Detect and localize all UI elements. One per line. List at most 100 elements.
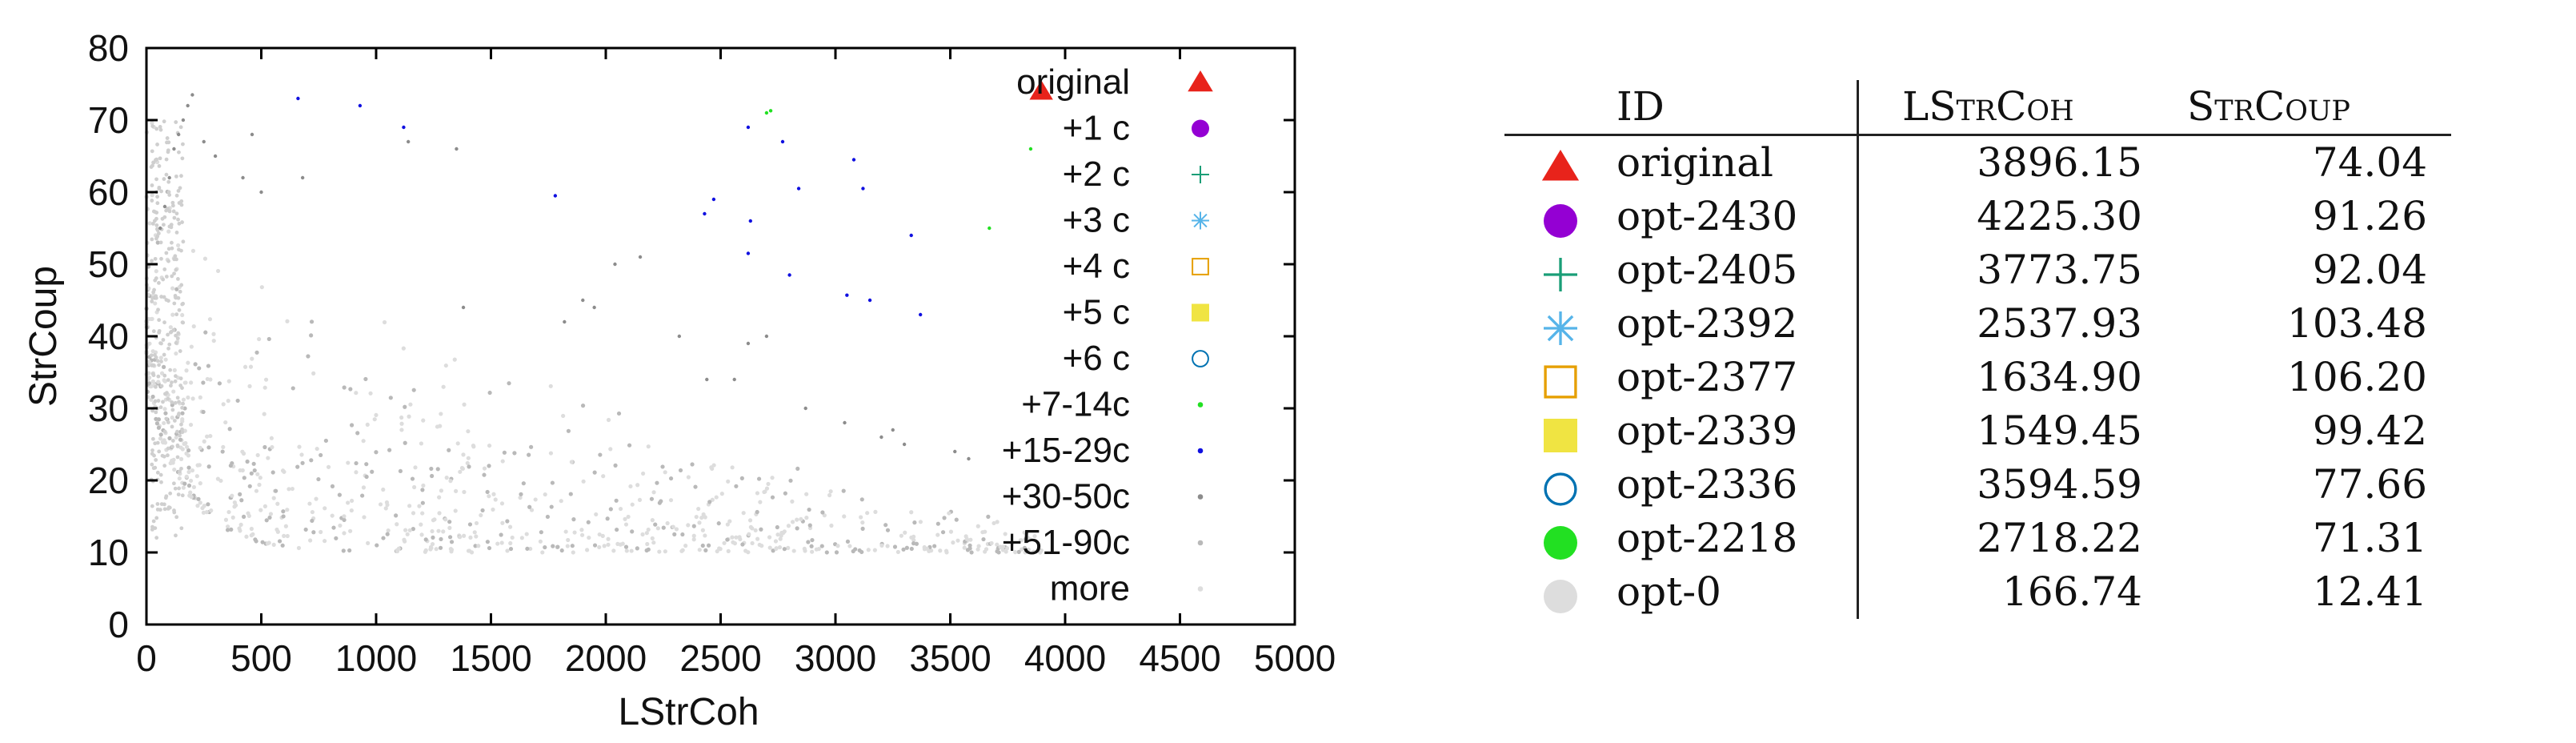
background-point xyxy=(176,277,180,281)
table-row: opt-2339 1549.45 99.42 xyxy=(1504,404,2451,458)
background-point xyxy=(438,545,443,550)
data-point xyxy=(711,197,716,202)
legend-marker xyxy=(1197,448,1204,454)
data-point xyxy=(186,103,190,108)
background-point xyxy=(175,443,180,448)
background-point xyxy=(207,317,213,322)
marker-shape xyxy=(1544,365,1577,399)
background-point xyxy=(347,548,352,553)
table-row: opt-2392 2537.93 103.48 xyxy=(1504,297,2451,351)
background-point xyxy=(911,534,916,539)
background-point xyxy=(151,160,156,165)
background-point xyxy=(570,544,575,548)
background-point xyxy=(264,518,269,523)
legend-label: +2 c xyxy=(1063,155,1130,194)
background-point xyxy=(512,451,517,456)
background-point xyxy=(690,462,695,467)
background-point xyxy=(179,199,184,203)
background-point xyxy=(331,525,336,530)
background-point xyxy=(680,548,685,552)
background-point xyxy=(983,529,988,534)
background-point xyxy=(430,528,435,534)
data-point xyxy=(296,96,300,101)
background-point xyxy=(154,516,159,520)
background-point xyxy=(885,528,891,532)
background-point xyxy=(375,543,379,548)
background-point xyxy=(175,455,180,460)
background-point xyxy=(381,487,386,492)
background-point xyxy=(170,246,174,251)
background-point xyxy=(181,401,186,406)
background-point xyxy=(166,247,171,251)
data-point xyxy=(638,255,643,259)
data-point xyxy=(902,442,907,447)
data-point xyxy=(845,293,849,297)
background-point xyxy=(565,544,570,548)
background-point xyxy=(962,545,967,550)
background-point xyxy=(641,471,646,476)
data-point xyxy=(677,334,682,339)
background-point xyxy=(706,543,711,548)
marker-shape xyxy=(1544,580,1577,613)
background-point xyxy=(954,517,959,522)
background-point xyxy=(600,533,605,538)
background-point xyxy=(790,499,795,504)
background-point xyxy=(153,301,158,306)
background-point xyxy=(150,316,154,321)
background-point xyxy=(709,465,714,470)
background-point xyxy=(449,548,455,552)
background-point xyxy=(281,514,286,519)
background-point xyxy=(659,499,663,504)
background-point xyxy=(401,346,406,351)
background-point xyxy=(597,532,602,537)
background-point xyxy=(548,384,553,388)
background-point xyxy=(366,540,371,545)
background-point xyxy=(529,444,534,449)
background-point xyxy=(297,444,302,449)
background-point xyxy=(727,519,732,524)
background-point xyxy=(502,450,507,455)
background-point xyxy=(173,486,178,491)
background-point xyxy=(645,541,650,547)
background-point xyxy=(158,405,163,410)
background-point xyxy=(153,353,157,357)
background-point xyxy=(299,452,304,457)
background-point xyxy=(661,525,666,530)
background-point xyxy=(159,384,164,388)
background-point xyxy=(660,464,665,469)
background-point xyxy=(605,516,610,521)
background-point xyxy=(179,203,184,207)
background-point xyxy=(411,527,415,532)
background-point xyxy=(146,381,152,386)
background-point xyxy=(342,531,347,536)
background-point xyxy=(348,528,353,533)
background-point xyxy=(170,400,174,404)
background-point xyxy=(176,413,181,417)
background-point xyxy=(166,259,170,263)
background-point xyxy=(580,404,586,408)
background-point xyxy=(179,422,183,427)
background-point xyxy=(615,527,619,532)
background-point xyxy=(173,400,178,405)
row-lstrcoh: 166.74 xyxy=(1857,565,2187,619)
background-point xyxy=(608,507,613,512)
background-point xyxy=(202,504,206,508)
background-point xyxy=(150,524,154,529)
background-point xyxy=(646,527,651,532)
background-point xyxy=(166,420,170,424)
background-point xyxy=(378,502,383,507)
x-tick-label: 3000 xyxy=(795,637,876,679)
background-point xyxy=(524,532,529,536)
background-point xyxy=(162,440,168,445)
background-point xyxy=(157,281,161,285)
background-point xyxy=(270,444,274,450)
data-point xyxy=(259,190,263,195)
background-point xyxy=(255,452,260,458)
background-point xyxy=(437,511,442,516)
background-point xyxy=(587,535,591,540)
background-point xyxy=(447,525,452,530)
data-point xyxy=(796,187,801,191)
row-lstrcoh: 3896.15 xyxy=(1857,135,2187,190)
background-point xyxy=(586,520,591,524)
background-point xyxy=(487,545,492,551)
